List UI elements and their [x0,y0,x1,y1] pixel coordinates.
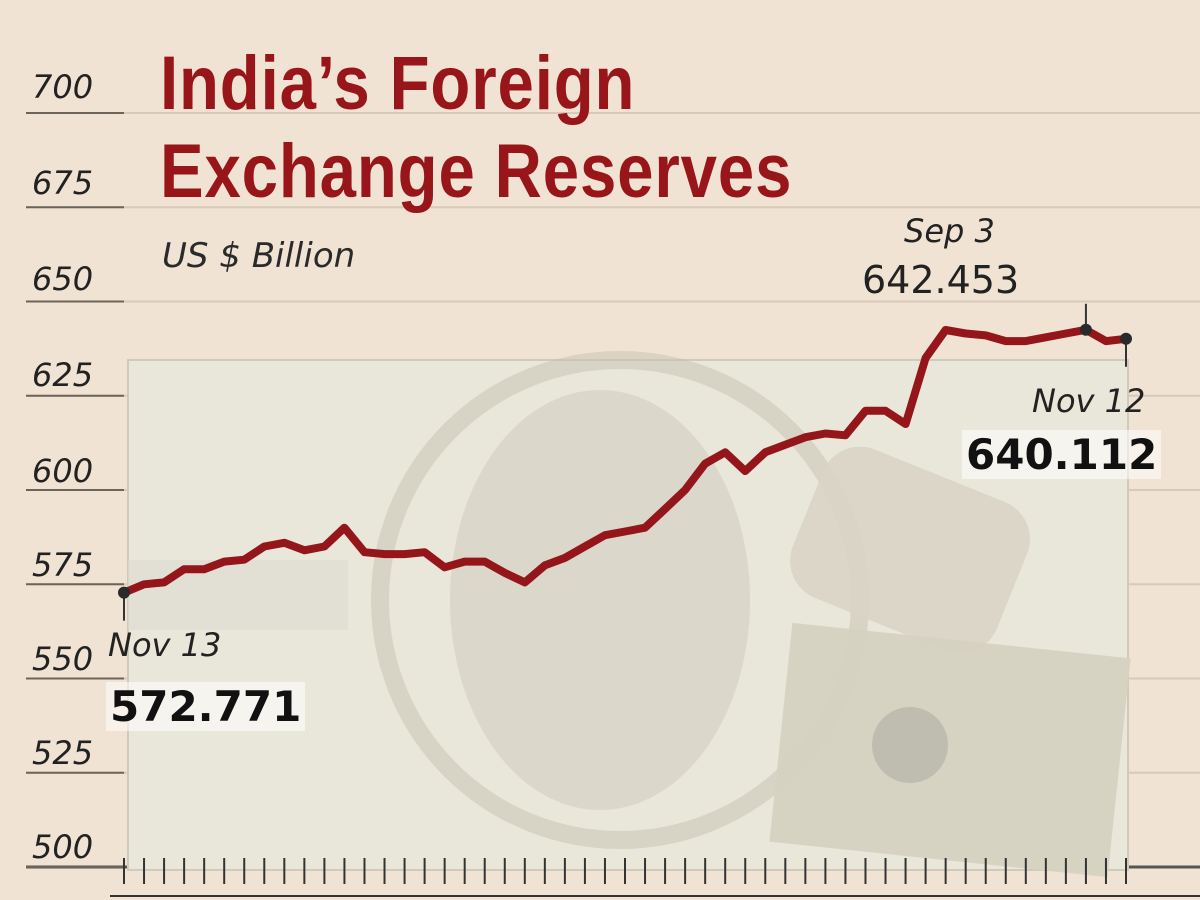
start-value-label: 572.771 [106,682,306,731]
start-point-marker [118,586,130,599]
y-tick-label: 550 [32,640,94,678]
x-axis [110,858,1200,897]
chart-title-line-2: Exchange Reserves [160,129,793,214]
y-tick-label: 600 [32,452,94,490]
y-tick-label: 675 [32,164,94,202]
y-tick-label: 650 [32,260,94,298]
peak-value-label: 642.453 [862,258,1020,302]
y-tick-label: 525 [32,734,94,772]
annotation-markers [118,303,1132,621]
chart-subtitle: US $ Billion [162,236,356,276]
y-tick-label: 625 [32,356,94,394]
y-tick-label: 575 [32,546,94,584]
peak-point-marker [1079,323,1092,336]
end-date-label: Nov 12 [1032,382,1146,420]
peak-date-label: Sep 3 [904,212,995,250]
y-tick-label: 500 [32,828,94,866]
series-line [120,325,1130,597]
end-point-marker [1120,332,1132,345]
end-value-label: 640.112 [962,430,1162,479]
chart-title: India’s Foreign Exchange Reserves [160,40,792,216]
y-tick-label: 700 [32,68,94,106]
start-date-label: Nov 13 [108,626,222,664]
chart-title-line-1: India’s Foreign [160,41,636,126]
